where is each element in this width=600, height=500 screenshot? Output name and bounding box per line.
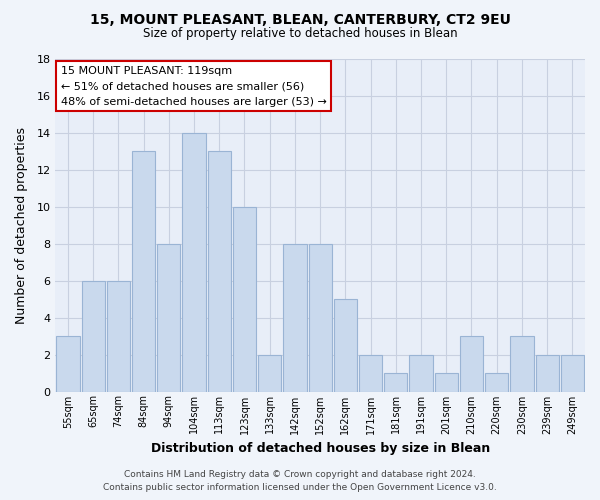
Text: 15, MOUNT PLEASANT, BLEAN, CANTERBURY, CT2 9EU: 15, MOUNT PLEASANT, BLEAN, CANTERBURY, C… — [89, 12, 511, 26]
Text: Contains HM Land Registry data © Crown copyright and database right 2024.
Contai: Contains HM Land Registry data © Crown c… — [103, 470, 497, 492]
Bar — [233, 207, 256, 392]
X-axis label: Distribution of detached houses by size in Blean: Distribution of detached houses by size … — [151, 442, 490, 455]
Text: 15 MOUNT PLEASANT: 119sqm
← 51% of detached houses are smaller (56)
48% of semi-: 15 MOUNT PLEASANT: 119sqm ← 51% of detac… — [61, 66, 326, 107]
Bar — [258, 354, 281, 392]
Bar — [132, 152, 155, 392]
Bar — [409, 354, 433, 392]
Bar — [485, 373, 508, 392]
Bar — [208, 152, 231, 392]
Bar — [283, 244, 307, 392]
Bar — [561, 354, 584, 392]
Bar — [82, 280, 105, 392]
Bar — [359, 354, 382, 392]
Bar — [511, 336, 533, 392]
Bar — [536, 354, 559, 392]
Bar — [157, 244, 181, 392]
Bar — [434, 373, 458, 392]
Bar — [182, 133, 206, 392]
Bar — [56, 336, 80, 392]
Y-axis label: Number of detached properties: Number of detached properties — [15, 127, 28, 324]
Bar — [334, 299, 357, 392]
Bar — [384, 373, 407, 392]
Bar — [308, 244, 332, 392]
Text: Size of property relative to detached houses in Blean: Size of property relative to detached ho… — [143, 28, 457, 40]
Bar — [460, 336, 483, 392]
Bar — [107, 280, 130, 392]
